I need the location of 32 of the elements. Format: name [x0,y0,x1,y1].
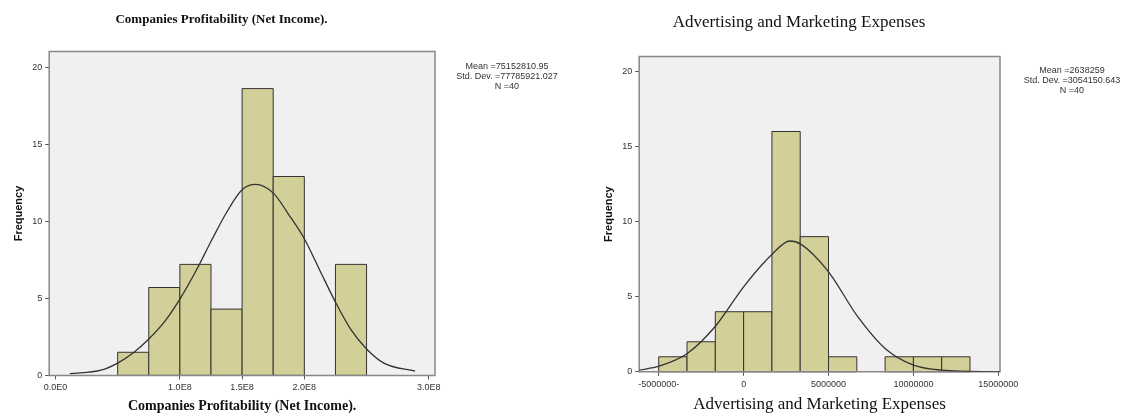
x-tick-label: 3.0E8 [417,382,441,393]
y-tick-label: 20 [622,65,633,76]
x-tick-label: 1.0E8 [168,382,192,393]
y-tick-label: 0 [627,366,633,377]
x-tick-label: 0.0E0 [43,382,68,393]
x-tick-label: 15000000 [978,378,1019,389]
text: Std. Dev. =77785921.027 [456,70,558,81]
y-tick-label: 20 [32,61,43,72]
x-tick-label: 5000000 [811,378,847,389]
y-tick-label: 10 [622,216,633,227]
x-tick-label: 0 [741,378,747,389]
text: Mean =75152810.95 [465,60,549,71]
chart-title: Advertising and Marketing Expenses [672,11,926,31]
y-tick-label: 5 [37,292,43,303]
text: Mean =2638259 [1039,65,1105,76]
chart-title: Companies Profitability (Net Income). [115,11,328,27]
x-tick-label: -5000000- [638,378,680,389]
text: Std. Dev. =3054150.643 [1023,75,1121,86]
text: N =40 [494,80,520,91]
y-axis-title: Frequency [11,184,24,242]
y-tick-label: 0 [37,369,43,380]
x-tick-label: 10000000 [893,378,934,389]
y-tick-label: 5 [627,291,633,302]
x-tick-label: 2.0E8 [292,382,317,393]
y-tick-label: 10 [32,215,43,226]
y-tick-label: 15 [622,141,633,151]
y-axis-title: Frequency [601,185,614,242]
text: N =40 [1059,85,1085,96]
x-tick-label: 1.5E8 [230,382,254,393]
y-tick-label: 15 [32,138,43,149]
x-axis-title: Advertising and Marketing Expenses [693,394,946,414]
x-axis-title: Companies Profitability (Net Income). [127,398,357,415]
